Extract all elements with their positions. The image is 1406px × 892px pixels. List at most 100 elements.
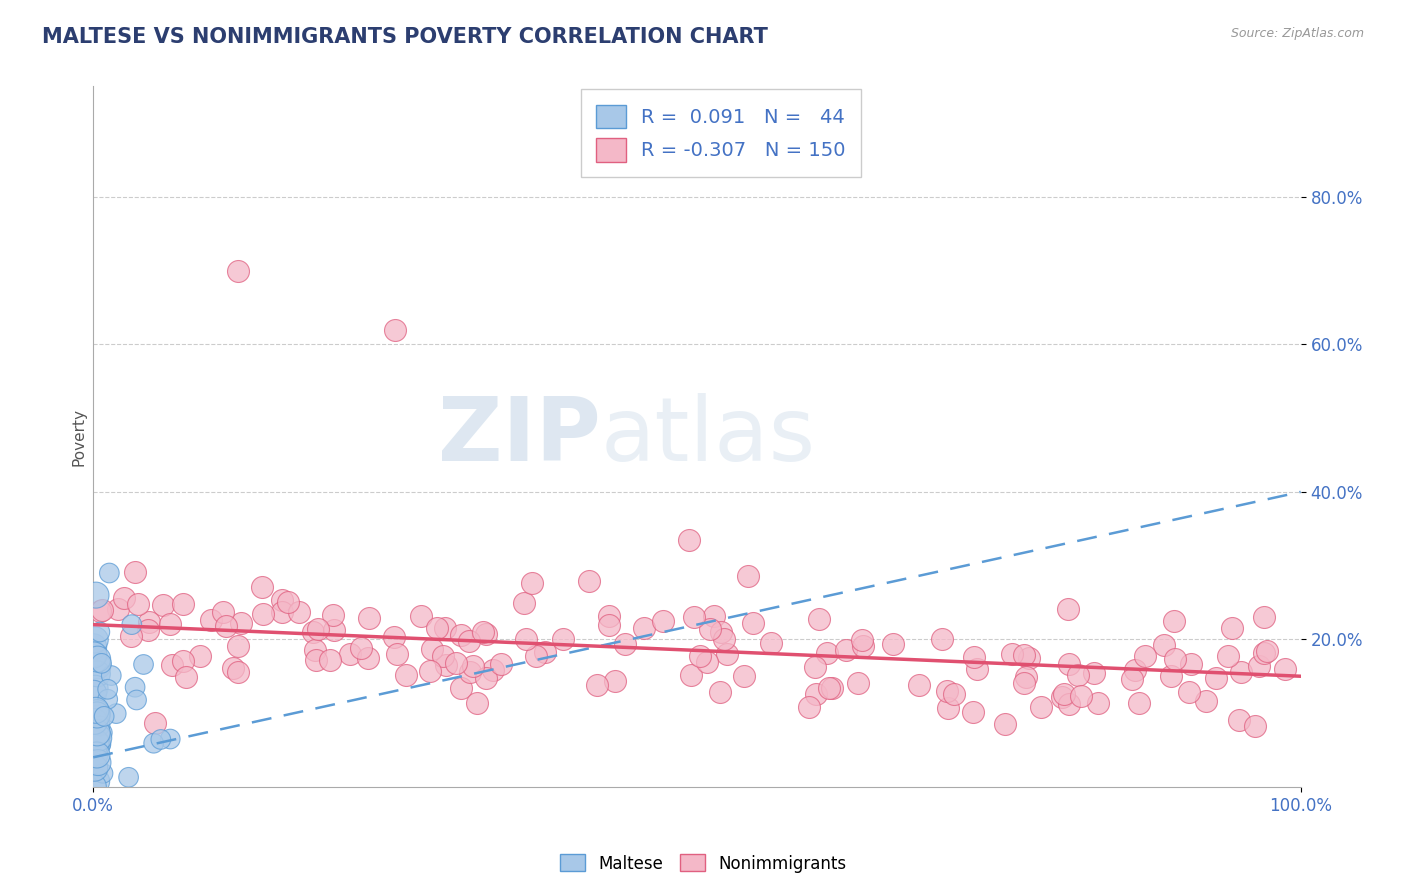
- Point: [586, 678, 609, 692]
- Point: [808, 612, 831, 626]
- Point: [86, 726, 108, 740]
- Point: [709, 685, 731, 699]
- Point: [458, 665, 481, 679]
- Point: [174, 670, 197, 684]
- Point: [710, 625, 733, 640]
- Point: [172, 597, 194, 611]
- Point: [1205, 671, 1227, 685]
- Point: [703, 609, 725, 624]
- Point: [1253, 647, 1275, 661]
- Point: [1163, 615, 1185, 629]
- Point: [1249, 659, 1271, 673]
- Point: [1227, 713, 1250, 727]
- Point: [489, 657, 512, 671]
- Point: [84, 681, 107, 696]
- Point: [678, 533, 700, 548]
- Point: [1012, 648, 1035, 662]
- Point: [89, 625, 111, 640]
- Point: [124, 680, 146, 694]
- Text: ZIP: ZIP: [437, 393, 600, 480]
- Point: [288, 605, 311, 619]
- Point: [83, 648, 105, 662]
- Point: [1001, 648, 1024, 662]
- Point: [105, 706, 128, 721]
- Point: [603, 674, 626, 689]
- Point: [84, 632, 107, 647]
- Point: [524, 648, 547, 663]
- Point: [97, 692, 120, 706]
- Point: [908, 678, 931, 692]
- Point: [270, 605, 292, 619]
- Point: [359, 611, 381, 625]
- Point: [107, 601, 129, 615]
- Point: [522, 576, 544, 591]
- Point: [395, 668, 418, 682]
- Legend: Maltese, Nonimmigrants: Maltese, Nonimmigrants: [553, 847, 853, 880]
- Point: [91, 725, 114, 739]
- Point: [84, 736, 107, 750]
- Point: [382, 630, 405, 644]
- Point: [742, 615, 765, 630]
- Point: [83, 640, 105, 654]
- Point: [83, 686, 105, 700]
- Point: [481, 663, 503, 677]
- Point: [149, 732, 172, 747]
- Point: [121, 617, 143, 632]
- Point: [797, 700, 820, 714]
- Point: [457, 634, 479, 648]
- Point: [1125, 664, 1147, 678]
- Text: MALTESE VS NONIMMIGRANTS POVERTY CORRELATION CHART: MALTESE VS NONIMMIGRANTS POVERTY CORRELA…: [42, 27, 768, 46]
- Point: [212, 605, 235, 619]
- Point: [97, 682, 120, 697]
- Point: [90, 737, 112, 751]
- Point: [733, 668, 755, 682]
- Point: [357, 650, 380, 665]
- Point: [308, 622, 330, 636]
- Point: [852, 639, 875, 653]
- Point: [966, 662, 988, 676]
- Point: [89, 604, 111, 618]
- Point: [143, 716, 166, 731]
- Point: [188, 649, 211, 664]
- Point: [935, 684, 957, 698]
- Point: [818, 681, 841, 695]
- Point: [963, 650, 986, 665]
- Point: [86, 652, 108, 666]
- Point: [943, 687, 966, 701]
- Point: [83, 647, 105, 661]
- Point: [124, 565, 146, 579]
- Point: [86, 774, 108, 789]
- Point: [1052, 687, 1074, 701]
- Point: [322, 608, 344, 623]
- Point: [513, 596, 536, 610]
- Point: [323, 623, 346, 637]
- Point: [1057, 697, 1080, 711]
- Point: [86, 706, 108, 720]
- Point: [1128, 696, 1150, 710]
- Point: [1087, 696, 1109, 710]
- Point: [851, 632, 873, 647]
- Point: [125, 693, 148, 707]
- Point: [465, 696, 488, 710]
- Point: [1256, 644, 1278, 658]
- Point: [86, 708, 108, 723]
- Point: [1014, 670, 1036, 684]
- Point: [319, 653, 342, 667]
- Point: [252, 607, 274, 622]
- Point: [87, 756, 110, 770]
- Y-axis label: Poverty: Poverty: [72, 408, 86, 466]
- Point: [815, 646, 838, 660]
- Point: [681, 668, 703, 682]
- Point: [142, 736, 165, 750]
- Point: [578, 574, 600, 588]
- Point: [339, 647, 361, 661]
- Point: [689, 648, 711, 663]
- Point: [461, 659, 484, 673]
- Point: [534, 645, 557, 659]
- Point: [835, 643, 858, 657]
- Point: [475, 626, 498, 640]
- Point: [682, 609, 704, 624]
- Point: [432, 648, 454, 663]
- Point: [172, 654, 194, 668]
- Point: [846, 676, 869, 690]
